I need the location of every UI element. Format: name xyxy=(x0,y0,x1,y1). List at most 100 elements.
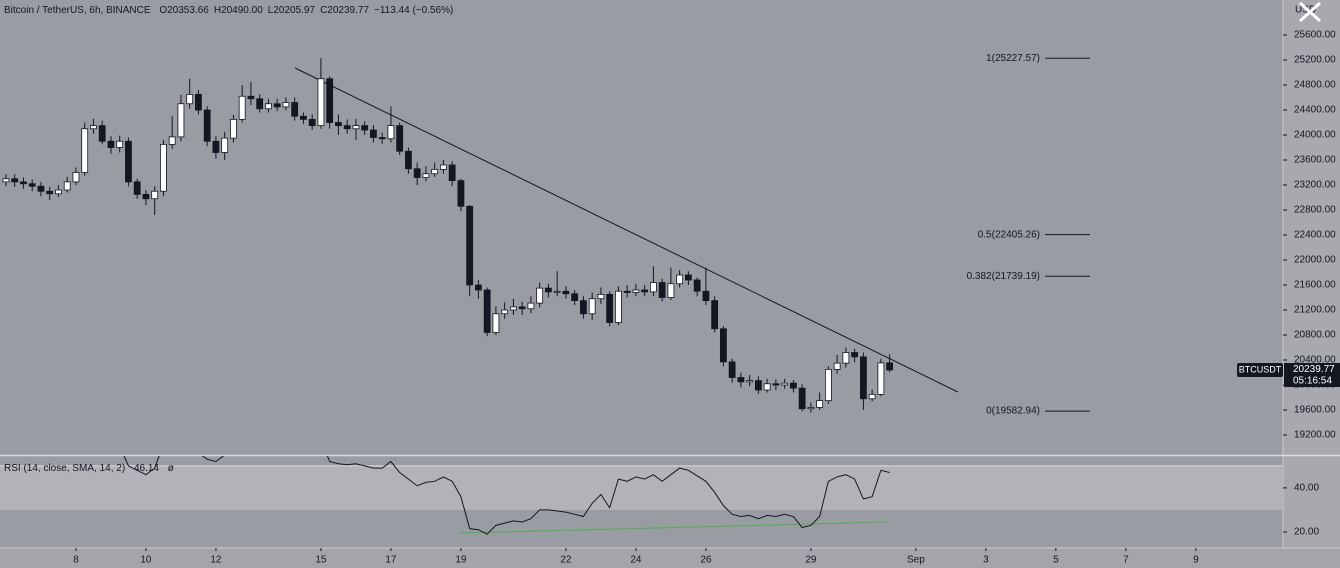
candle-body xyxy=(98,125,106,142)
candle-body xyxy=(63,181,71,191)
candle-body xyxy=(352,125,360,130)
fib-label: 0.382(21739.19) xyxy=(967,271,1040,282)
candle-body xyxy=(282,102,290,108)
candle-body xyxy=(851,352,859,358)
close-icon[interactable] xyxy=(1298,1,1322,23)
candle-body xyxy=(553,290,561,293)
candle-body xyxy=(562,290,570,295)
ohlc-label: L xyxy=(268,5,274,16)
candle-body xyxy=(195,93,202,111)
rsi-band xyxy=(0,465,1283,510)
candle-body xyxy=(413,168,421,178)
x-tick-label: 19 xyxy=(455,555,467,566)
candle-body xyxy=(693,279,701,292)
x-tick-label: 5 xyxy=(1053,555,1059,566)
candle-body xyxy=(868,393,876,400)
x-tick-label: 8 xyxy=(73,555,79,566)
candle-body xyxy=(641,289,649,293)
candle-body xyxy=(781,382,789,386)
ohlc-label: C xyxy=(320,5,327,16)
candle-body xyxy=(475,284,482,291)
y-tick-label: 19600.00 xyxy=(1294,405,1336,416)
axis-unit: USD xyxy=(1295,5,1316,16)
y-tick-label: 24400.00 xyxy=(1294,105,1336,116)
y-tick-label: 20800.00 xyxy=(1294,330,1336,341)
x-tick-label: 15 xyxy=(315,555,327,566)
countdown: 05:16:54 xyxy=(1293,376,1332,387)
ohlc-value: 20205.97 xyxy=(273,5,315,16)
candle-body xyxy=(448,164,456,182)
candle-body xyxy=(72,172,80,183)
candle-body xyxy=(772,383,780,386)
candle-body xyxy=(116,140,124,148)
candle-body xyxy=(387,125,395,140)
candle-body xyxy=(238,95,246,120)
candle-body xyxy=(2,178,10,183)
y-tick-label: 25200.00 xyxy=(1294,55,1336,66)
x-tick-label: 10 xyxy=(140,555,152,566)
candle-body xyxy=(606,293,614,323)
candle-body xyxy=(588,298,596,315)
ohlc-label: O xyxy=(159,5,167,16)
candle-body xyxy=(518,306,526,310)
rsi-title: RSI (14, close, SMA, 14, 2) xyxy=(4,463,125,474)
candle-body xyxy=(798,387,806,410)
candle-body xyxy=(221,137,229,153)
rsi-status: ø xyxy=(168,463,174,474)
candle-body xyxy=(536,287,544,304)
time-axis xyxy=(0,548,1340,568)
price-label: 20239.77 xyxy=(1293,364,1335,375)
close-button[interactable] xyxy=(1290,0,1340,26)
candle-body xyxy=(405,150,412,170)
header: Bitcoin / TetherUS, 6h, BINANCE O20353.6… xyxy=(4,5,453,16)
candle-body xyxy=(440,164,447,170)
rsi-legend: RSI (14, close, SMA, 14, 2) 46.14 ø xyxy=(4,463,174,474)
candle-body xyxy=(107,140,115,148)
y-tick-label: 22800.00 xyxy=(1294,205,1336,216)
symbol-label: BTCUSDT xyxy=(1239,364,1282,374)
y-tick-label: 22400.00 xyxy=(1294,230,1336,241)
candle-body xyxy=(483,289,491,333)
axes: 25600.00 25200.00 24800.00 24400.00 24000.00… xyxy=(73,30,1340,566)
candle-body xyxy=(746,380,754,383)
candle-body xyxy=(361,125,369,131)
candle-body xyxy=(571,293,579,302)
rsi-value: 46.14 xyxy=(134,463,159,474)
x-tick-label: 29 xyxy=(805,555,817,566)
y-tick-label: 24800.00 xyxy=(1294,80,1336,91)
y-tick-label: 19200.00 xyxy=(1294,430,1336,441)
candle-body xyxy=(597,293,605,300)
candle-body xyxy=(842,352,850,364)
candle-body xyxy=(308,118,316,127)
candle-body xyxy=(378,137,386,140)
x-tick-label: 7 xyxy=(1123,555,1129,566)
candle-body xyxy=(877,362,885,395)
candle-body xyxy=(789,382,797,389)
candle-body xyxy=(142,193,150,200)
candle-body xyxy=(230,118,237,139)
candle-body xyxy=(273,103,281,108)
candle-body xyxy=(28,183,36,187)
candle-body xyxy=(763,383,771,391)
candle-body xyxy=(256,98,264,110)
fib-label: 0.5(22405.26) xyxy=(978,229,1040,240)
ohlc-value: 20239.77 xyxy=(327,5,369,16)
close-hit[interactable] xyxy=(1290,0,1340,26)
y-tick-label: 23600.00 xyxy=(1294,155,1336,166)
fib-label: 0(19582.94) xyxy=(986,406,1040,417)
candle-body xyxy=(667,283,675,298)
candle-body xyxy=(545,287,552,293)
candle-body xyxy=(20,181,27,185)
candle-body xyxy=(737,377,745,383)
trendline xyxy=(294,67,959,393)
x-tick-label: 12 xyxy=(210,555,222,566)
price-pane: 1(25227.57) 0.5(22405.26) 0.382(21739.19) 0… xyxy=(2,53,1090,417)
candle-body xyxy=(754,380,762,391)
price-axis xyxy=(1283,0,1340,568)
ohlc-value: 20490.00 xyxy=(221,5,263,16)
candle-body xyxy=(422,173,430,178)
candle-body xyxy=(186,93,194,105)
candle-body xyxy=(527,302,535,310)
